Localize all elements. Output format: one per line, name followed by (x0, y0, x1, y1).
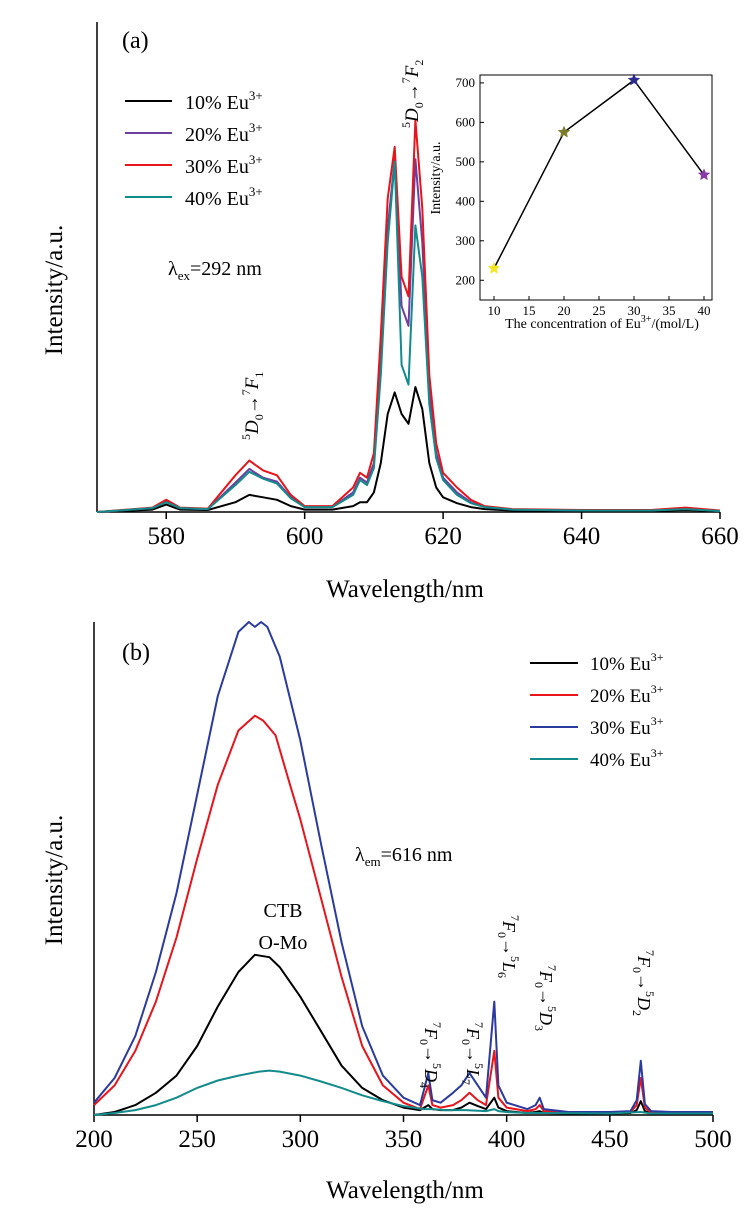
inset-y-tick-label: 300 (456, 233, 476, 248)
panel-b-ylabel: Intensity/a.u. (41, 815, 68, 946)
panel-a-ylabel: Intensity/a.u. (41, 225, 68, 356)
panel-a-x-tick-label: 580 (147, 523, 185, 550)
inset-point (627, 73, 641, 86)
panel-b-series-4 (93, 1069, 713, 1116)
inset-axes: 10 15 20 25 30 35 40 200 300 400 500 600 700 (456, 74, 713, 318)
panel-b-x-tick-label: 450 (591, 1126, 629, 1153)
inset-point (557, 125, 571, 138)
panel-b-series-3 (93, 621, 713, 1113)
panel-b-x-tick-label: 350 (385, 1126, 423, 1153)
inset-x-tick-label: 20 (558, 303, 571, 318)
ctb-omo-label: O-Mo (259, 932, 308, 954)
legend-a-label-40: 40% Eu3+ (185, 184, 263, 210)
legend-b-label-30: 30% Eu3+ (590, 714, 664, 739)
inset-y-tick-label: 500 (456, 154, 476, 169)
panel-a-x-tick-label: 620 (424, 523, 462, 550)
lambda-ex-label: λex=292 nm (168, 258, 262, 283)
inset-y-tick-label: 400 (456, 193, 476, 208)
inset-y-tick-label: 700 (456, 75, 476, 90)
panel-a-x-tick-label: 660 (701, 523, 739, 550)
inset-xlabel: The concentration of Eu3+/(mol/L) (505, 314, 699, 332)
legend-a-label-30: 30% Eu3+ (185, 152, 263, 178)
panel-a-series-2 (96, 158, 721, 513)
panel-b-label: (b) (122, 640, 150, 666)
panel-b-curves (93, 621, 713, 1116)
inset-x-tick-label: 40 (698, 303, 711, 318)
annotation-7f0-5d3: 7F0→5D3 (532, 965, 559, 1031)
panel-a-label: (a) (122, 28, 149, 54)
panel-a-series-4 (96, 160, 721, 513)
panel-a-series-1 (96, 386, 721, 513)
panel-b-x-tick-label: 200 (75, 1126, 113, 1153)
panel-a: 580 600 620 640 660 (a) Intensity/a.u. Wavel… (41, 22, 739, 603)
legend-b-label-40: 40% Eu3+ (590, 746, 664, 771)
annotation-5d0-7f1: 5D0→7F1 (239, 372, 266, 440)
inset-x-tick-label: 15 (523, 303, 536, 318)
annotation-7f0-5d4: 7F0→5D4 (417, 1022, 444, 1088)
panel-a-series-3 (96, 119, 721, 513)
panel-b-x-tick-label: 250 (178, 1126, 216, 1153)
inset-point (697, 168, 711, 181)
panel-a-xlabel: Wavelength/nm (326, 576, 484, 603)
inset-y-tick-label: 200 (456, 272, 476, 287)
panel-a-axes: 580 600 620 640 660 (96, 22, 739, 550)
legend-b-label-20: 20% Eu3+ (590, 682, 664, 707)
panel-b-xlabel: Wavelength/nm (326, 1177, 484, 1204)
panel-b-x-tick-label: 400 (488, 1126, 526, 1153)
panel-b-x-tick-label: 300 (282, 1126, 320, 1153)
inset-x-tick-label: 25 (593, 303, 606, 318)
annotation-7f0-5l7: 7F0→5L7 (459, 1022, 486, 1085)
inset-y-tick-label: 600 (456, 114, 476, 129)
panel-b-series-2 (93, 714, 713, 1114)
panel-a-legend: 10% Eu3+ 20% Eu3+ 30% Eu3+ 40% Eu3+ (125, 88, 263, 210)
annotation-7f0-5d2: 7F0→5D2 (630, 950, 657, 1016)
inset-x-tick-label: 10 (488, 303, 501, 318)
inset-ylabel: Intensity/a.u. (429, 141, 444, 214)
panel-b-axes: 200 250 300 350 400 450 500 (75, 622, 732, 1153)
panel-b: 200 250 300 350 400 450 500 (b) Intensity/a.u.… (41, 621, 732, 1204)
legend-a-label-20: 20% Eu3+ (185, 120, 263, 146)
panel-b-legend: 10% Eu3+ 20% Eu3+ 30% Eu3+ 40% Eu3+ (530, 650, 664, 771)
panel-a-curves (96, 119, 721, 513)
inset-line (493, 79, 705, 269)
panel-a-inset: 10 15 20 25 30 35 40 200 300 400 500 600 700 Intensi… (429, 73, 713, 332)
panel-a-x-tick-label: 640 (563, 523, 601, 550)
inset-x-tick-label: 35 (663, 303, 676, 318)
panel-a-x-tick-label: 600 (286, 523, 324, 550)
ctb-label: CTB (264, 900, 303, 922)
legend-b-label-10: 10% Eu3+ (590, 650, 664, 675)
annotation-5d0-7f2: 5D0→7F2 (399, 60, 426, 128)
inset-marks (487, 73, 711, 274)
lambda-em-label: λem=616 nm (355, 844, 453, 869)
panel-b-x-tick-label: 500 (694, 1126, 732, 1153)
legend-a-label-10: 10% Eu3+ (185, 88, 263, 114)
inset-point (487, 261, 501, 274)
panel-b-series-1 (93, 953, 713, 1116)
annotation-7f0-5l6: 7F0→5L6 (495, 915, 522, 978)
inset-x-tick-label: 30 (628, 303, 641, 318)
inset-frame (479, 74, 713, 301)
